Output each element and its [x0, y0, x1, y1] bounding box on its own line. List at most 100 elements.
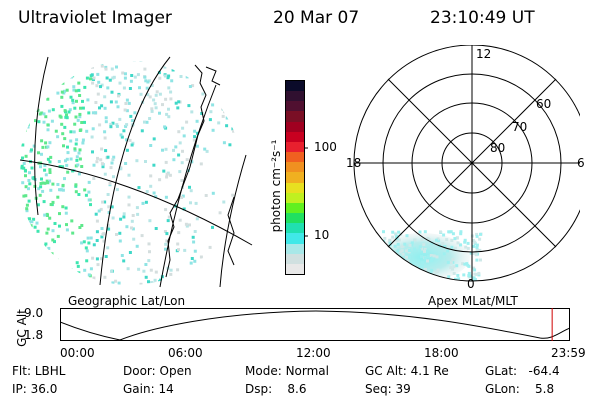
- emission-pixel: [167, 86, 171, 90]
- emission-pixel: [85, 76, 89, 80]
- emission-pixel: [87, 273, 91, 277]
- emission-pixel: [91, 284, 95, 285]
- emission-pixel: [111, 281, 115, 285]
- emission-pixel: [152, 163, 156, 167]
- emission-pixel: [117, 94, 120, 98]
- emission-pixel: [446, 283, 449, 286]
- emission-pixel: [78, 226, 82, 229]
- colorbar-segment: [286, 233, 304, 244]
- emission-pixel: [430, 268, 434, 272]
- emission-pixel: [33, 225, 37, 229]
- emission-pixel: [23, 217, 26, 220]
- emission-pixel: [114, 279, 118, 283]
- emission-pixel: [125, 109, 129, 113]
- emission-pixel: [154, 93, 158, 97]
- emission-pixel: [103, 130, 107, 134]
- emission-pixel: [471, 239, 475, 242]
- emission-pixel: [109, 122, 113, 126]
- emission-pixel: [36, 76, 40, 80]
- emission-pixel: [477, 284, 480, 287]
- emission-pixel: [100, 104, 104, 108]
- emission-pixel: [423, 230, 427, 234]
- emission-pixel: [22, 86, 26, 90]
- emission-pixel: [150, 109, 154, 113]
- emission-pixel: [57, 57, 60, 60]
- emission-pixel: [44, 83, 48, 87]
- emission-pixel: [41, 181, 45, 185]
- emission-pixel: [40, 177, 43, 181]
- emission-pixel: [448, 282, 451, 285]
- emission-pixel: [23, 128, 27, 132]
- emission-pixel: [26, 254, 30, 258]
- emission-pixel: [111, 216, 115, 220]
- emission-pixel: [395, 273, 398, 277]
- emission-pixel: [44, 242, 48, 246]
- emission-pixel: [71, 98, 75, 102]
- emission-pixel: [82, 240, 86, 244]
- emission-pixel: [107, 227, 111, 231]
- emission-pixel: [122, 129, 126, 133]
- emission-pixel: [69, 75, 73, 79]
- emission-pixel: [27, 104, 31, 108]
- emission-pixel: [62, 91, 66, 95]
- emission-pixel: [20, 95, 24, 99]
- emission-pixel: [391, 256, 395, 260]
- emission-pixel: [63, 137, 67, 141]
- emission-pixel: [24, 264, 28, 268]
- emission-pixel: [72, 130, 76, 134]
- emission-pixel: [171, 68, 175, 72]
- colorbar-segment: [286, 243, 304, 254]
- altitude-xtick-3: 18:00: [424, 346, 459, 360]
- emission-pixel: [203, 147, 207, 151]
- emission-pixel: [28, 229, 32, 233]
- emission-pixel: [374, 283, 377, 286]
- emission-pixel: [76, 118, 80, 122]
- emission-pixel: [24, 185, 28, 189]
- emission-pixel: [164, 247, 167, 251]
- emission-pixel: [69, 268, 73, 272]
- emission-pixel: [469, 274, 473, 278]
- emission-pixel: [149, 284, 152, 285]
- emission-pixel: [61, 205, 65, 209]
- emission-pixel: [163, 74, 167, 78]
- emission-pixel: [189, 261, 193, 265]
- emission-pixel: [439, 279, 442, 281]
- emission-pixel: [135, 244, 139, 248]
- emission-pixel: [177, 231, 181, 235]
- emission-pixel: [430, 284, 433, 287]
- emission-pixel: [162, 169, 166, 173]
- emission-pixel: [110, 269, 113, 273]
- emission-pixel: [204, 76, 208, 80]
- emission-pixel: [85, 249, 89, 253]
- emission-pixel: [21, 79, 24, 82]
- emission-pixel: [164, 242, 168, 246]
- mlt-label-18: 18: [346, 156, 362, 170]
- emission-pixel: [152, 281, 156, 285]
- emission-pixel: [420, 237, 424, 241]
- emission-pixel: [475, 232, 479, 236]
- emission-pixel: [387, 263, 391, 267]
- emission-pixel: [479, 258, 482, 262]
- emission-pixel: [200, 112, 204, 115]
- emission-pixel: [34, 74, 38, 78]
- emission-pixel: [91, 150, 94, 154]
- emission-pixel: [85, 129, 89, 133]
- emission-pixel: [454, 246, 457, 250]
- emission-pixel: [118, 117, 122, 121]
- emission-pixel: [441, 242, 445, 245]
- coastline-east: [227, 196, 235, 266]
- emission-pixel: [396, 271, 400, 275]
- emission-pixel: [170, 79, 174, 83]
- emission-pixel: [432, 254, 436, 258]
- emission-pixel: [434, 238, 438, 242]
- emission-pixel: [164, 208, 168, 212]
- emission-pixel: [69, 130, 73, 134]
- emission-pixel: [131, 227, 135, 231]
- emission-pixel: [410, 243, 414, 247]
- emission-pixel: [39, 182, 43, 185]
- emission-pixel: [92, 76, 96, 80]
- emission-pixel: [91, 127, 95, 131]
- emission-pixel: [195, 61, 198, 65]
- emission-pixel: [177, 100, 181, 104]
- emission-pixel: [151, 58, 154, 61]
